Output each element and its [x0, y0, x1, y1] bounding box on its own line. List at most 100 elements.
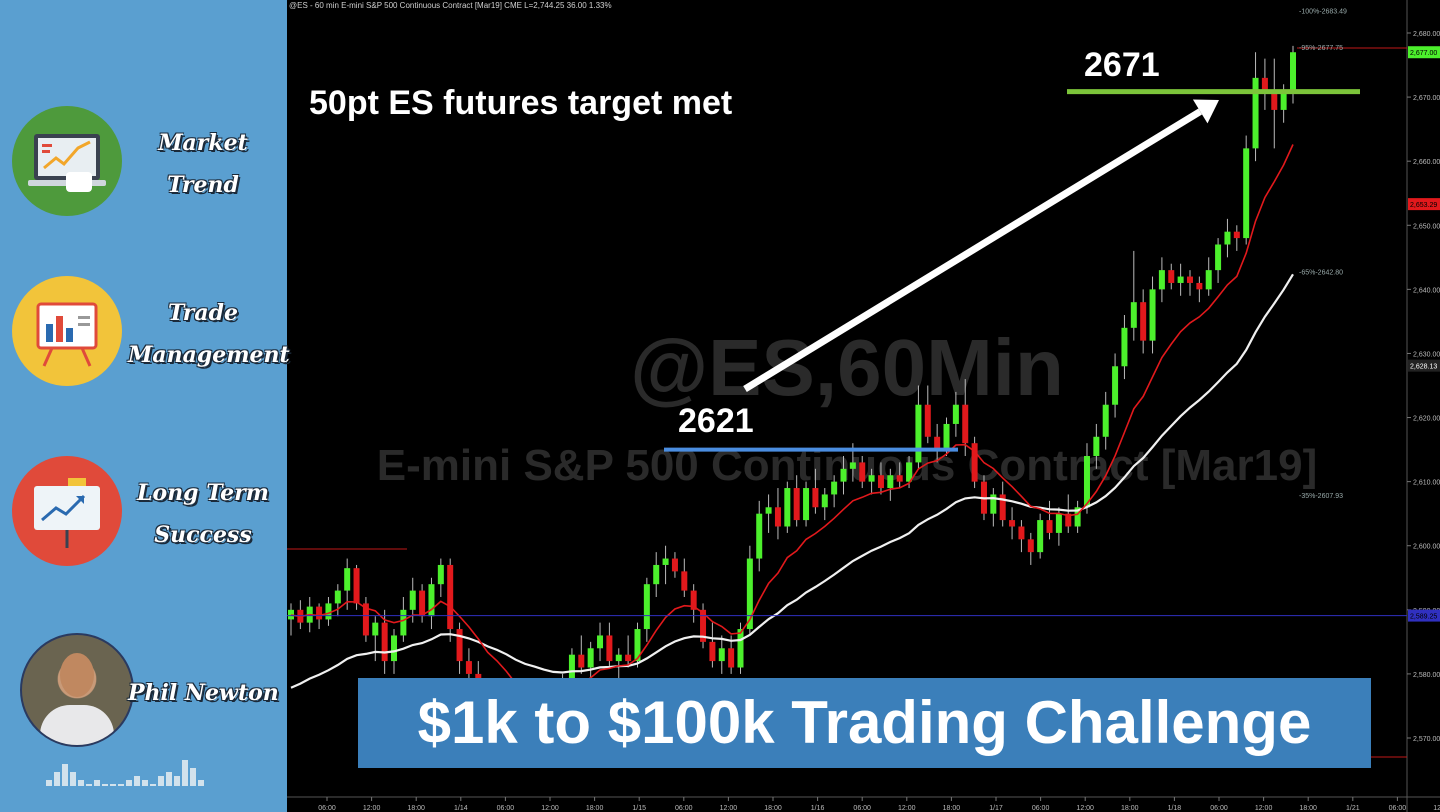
x-tick-label: 12:00: [363, 805, 381, 812]
price-tag: 2,653.29: [1408, 198, 1440, 211]
x-tick-label: 12:00: [720, 805, 738, 812]
candle: [447, 558, 454, 642]
price-tag: 2,589.25: [1408, 609, 1440, 622]
x-tick-label: 12:00: [1076, 805, 1094, 812]
candle: [578, 635, 585, 674]
y-tick-label: 2,660.00: [1413, 159, 1440, 166]
y-tick-label: 2,620.00: [1413, 416, 1440, 423]
growth-board-icon: [12, 456, 122, 566]
x-tick-label: 1/18: [1168, 805, 1182, 812]
candle: [1168, 263, 1175, 290]
x-tick-label: 06:00: [1032, 805, 1050, 812]
candle: [1196, 276, 1203, 303]
candle: [653, 552, 660, 597]
fib-label: -100%-2683.49: [1299, 9, 1347, 16]
candle: [737, 622, 744, 674]
candle: [821, 488, 828, 521]
candle: [597, 622, 604, 662]
y-tick-label: 2,570.00: [1413, 736, 1440, 743]
candle: [793, 475, 800, 527]
chart-header: @ES - 60 min E-mini S&P 500 Continuous C…: [289, 1, 612, 10]
x-tick-label: 06:00: [1210, 805, 1228, 812]
x-tick-label: 06:00: [853, 805, 871, 812]
candle: [634, 622, 641, 668]
candle: [896, 462, 903, 489]
candle: [606, 622, 613, 668]
sidebar-item-market-trend[interactable]: Market Trend: [0, 100, 287, 220]
price-tag: 2,677.00: [1408, 46, 1440, 59]
x-tick-label: 12:00: [1255, 805, 1273, 812]
candle: [1158, 257, 1165, 303]
candle: [456, 622, 463, 674]
candle: [1205, 257, 1212, 296]
candle: [288, 603, 294, 636]
candle: [1083, 443, 1090, 514]
candle: [1252, 52, 1259, 162]
x-tick-label: 18:00: [1299, 805, 1317, 812]
y-tick-label: 2,670.00: [1413, 95, 1440, 102]
candle: [615, 648, 622, 681]
candle: [887, 468, 894, 501]
laptop-chart-icon: [12, 106, 122, 216]
svg-text:2,628.13: 2,628.13: [1410, 364, 1437, 371]
candle: [1177, 263, 1184, 296]
x-tick-label: 1/14: [454, 805, 468, 812]
sidebar: Market Trend Trade Management: [0, 0, 290, 812]
sidebar-item-label: Market Trend: [158, 130, 248, 198]
candle: [971, 436, 978, 489]
candle: [334, 584, 341, 617]
candle: [962, 379, 969, 456]
fast-moving-average: [290, 144, 1294, 700]
candle: [1186, 270, 1193, 296]
candle: [718, 635, 725, 674]
candle: [700, 603, 707, 649]
svg-text:2,589.25: 2,589.25: [1410, 614, 1437, 621]
candlestick-chart: @ES - 60 min E-mini S&P 500 Continuous C…: [287, 0, 1440, 812]
x-tick-label: 12:00: [1433, 805, 1440, 812]
candle: [662, 545, 669, 585]
x-tick-label: 18:00: [1121, 805, 1139, 812]
x-tick-label: 18:00: [764, 805, 782, 812]
x-tick-label: 1/17: [989, 805, 1003, 812]
trend-arrow: [743, 108, 1203, 392]
level-label-high: 2671: [1084, 46, 1160, 84]
x-tick-label: 18:00: [586, 805, 604, 812]
svg-text:2,653.29: 2,653.29: [1410, 202, 1437, 209]
candle: [1261, 58, 1268, 110]
x-tick-label: 18:00: [407, 805, 425, 812]
fib-label: -35%-2607.93: [1299, 493, 1343, 500]
candle: [1290, 45, 1296, 104]
y-tick-label: 2,630.00: [1413, 351, 1440, 358]
slow-moving-average: [290, 273, 1294, 689]
watermark-symbol: @ES,60Min: [630, 323, 1064, 412]
avatar: [20, 633, 134, 747]
candle: [587, 641, 594, 681]
author-name: Phil Newton: [128, 680, 279, 706]
x-tick-label: 18:00: [943, 805, 961, 812]
candle: [372, 616, 379, 662]
candle: [812, 468, 819, 514]
candle: [400, 597, 407, 642]
svg-text:2,677.00: 2,677.00: [1410, 50, 1437, 57]
candle: [840, 456, 847, 495]
candle: [774, 488, 781, 540]
candle: [924, 385, 931, 444]
candle: [803, 481, 810, 527]
candle: [1102, 391, 1109, 450]
candle: [671, 552, 678, 578]
sidebar-item-long-term-success[interactable]: Long Term Success: [0, 450, 287, 570]
candle: [915, 385, 922, 469]
y-tick-label: 2,600.00: [1413, 544, 1440, 551]
y-tick-label: 2,680.00: [1413, 31, 1440, 38]
sidebar-item-trade-management[interactable]: Trade Management: [0, 270, 290, 390]
candle: [625, 635, 632, 668]
candle: [999, 481, 1006, 527]
candle: [1046, 500, 1053, 540]
candle: [1215, 238, 1222, 283]
candle: [1271, 58, 1278, 149]
candle: [1027, 532, 1034, 565]
candle: [437, 558, 444, 597]
fib-label: -95%-2677.75: [1299, 45, 1343, 52]
candle: [765, 494, 772, 533]
candle: [1243, 135, 1250, 245]
